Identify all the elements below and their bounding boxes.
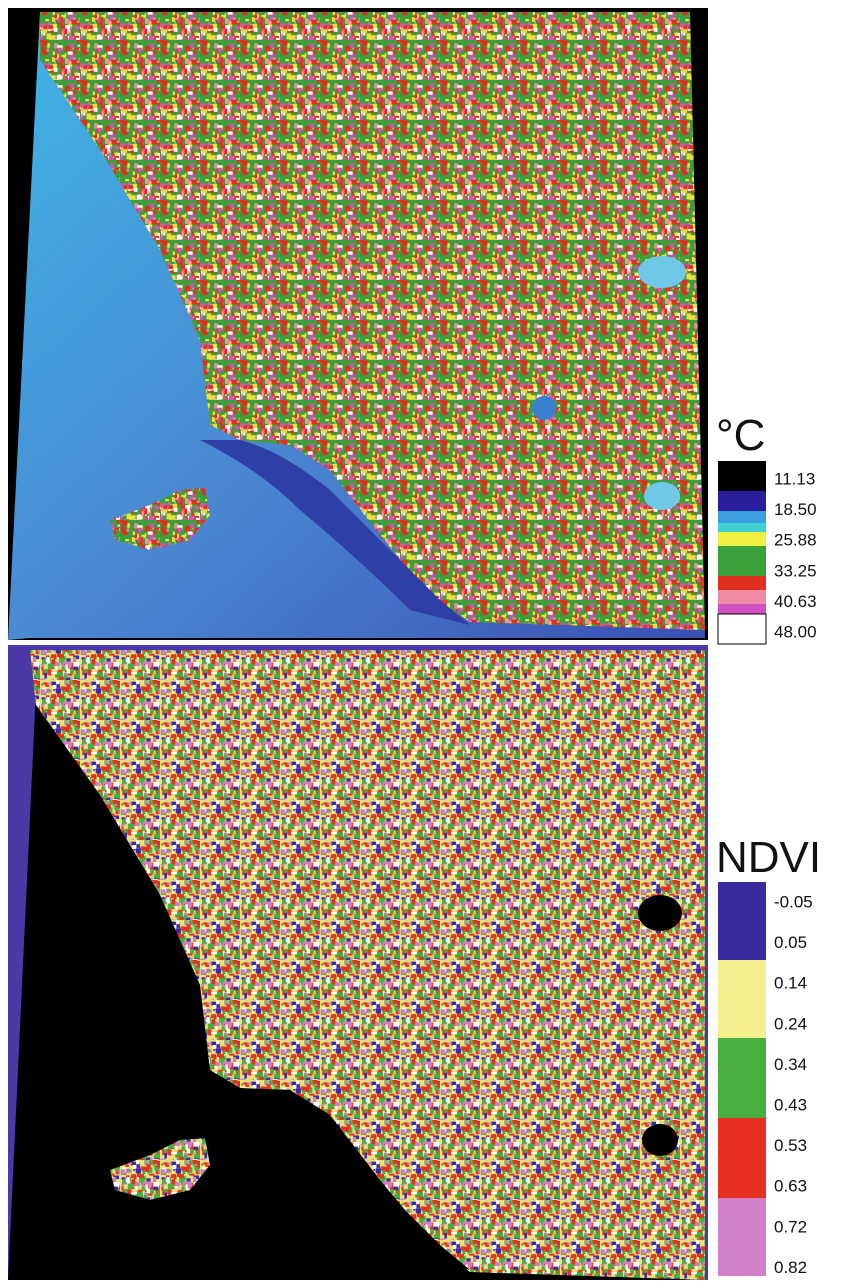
swatch — [718, 1198, 766, 1276]
lake — [638, 895, 682, 931]
legend-label: 0.53 — [774, 1136, 807, 1155]
legend-label: 0.34 — [774, 1055, 807, 1074]
ndvi-legend: NDVI -0.05 0.05 0.14 0.24 0.34 0.43 0.53 0.63 0.… — [716, 833, 821, 1277]
legend-title: NDVI — [716, 833, 821, 882]
legend-label: 18.50 — [774, 500, 817, 519]
swatch — [718, 604, 766, 614]
swatch — [718, 614, 766, 644]
legend-label: 0.72 — [774, 1217, 807, 1236]
swatch — [718, 1038, 766, 1118]
legend-label: -0.05 — [774, 892, 813, 911]
swatch — [718, 546, 766, 576]
legend-label: 11.13 — [774, 469, 815, 488]
legend-title: °C — [716, 411, 765, 460]
ndvi-map — [8, 645, 708, 1280]
lake — [642, 1124, 678, 1156]
legend-label: 33.25 — [774, 561, 817, 580]
legend-label: 0.63 — [774, 1177, 807, 1196]
swatch — [718, 960, 766, 1038]
swatch — [718, 1118, 766, 1198]
figure: °C 11.13 18.50 25.88 33.25 40.63 48.00 NDVI -… — [0, 0, 850, 1286]
swatch — [718, 576, 766, 590]
temperature-legend: °C 11.13 18.50 25.88 33.25 40.63 48.00 — [716, 411, 817, 644]
legend-label: 0.82 — [774, 1258, 807, 1277]
temperature-map — [8, 8, 708, 640]
swatch — [718, 461, 766, 491]
lake — [532, 396, 556, 420]
swatch — [718, 532, 766, 546]
legend-label: 48.00 — [774, 622, 817, 641]
legend-label: 0.14 — [774, 974, 807, 993]
swatch — [718, 590, 766, 604]
swatch — [718, 511, 766, 523]
legend-label: 40.63 — [774, 592, 817, 611]
lake — [644, 482, 680, 510]
lake — [638, 256, 686, 288]
swatch — [718, 523, 766, 532]
legend-label: 25.88 — [774, 531, 817, 550]
legend-label: 0.05 — [774, 933, 807, 952]
swatch — [718, 882, 766, 960]
legend-label: 0.43 — [774, 1095, 807, 1114]
legend-label: 0.24 — [774, 1014, 807, 1033]
swatch — [718, 491, 766, 511]
